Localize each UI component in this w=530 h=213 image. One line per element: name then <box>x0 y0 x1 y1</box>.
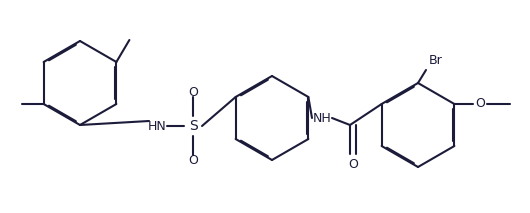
Text: S: S <box>189 119 197 133</box>
Text: HN: HN <box>148 119 166 132</box>
Text: O: O <box>348 158 358 171</box>
Text: Br: Br <box>429 55 443 68</box>
Text: O: O <box>475 98 485 111</box>
Text: O: O <box>188 154 198 167</box>
Text: O: O <box>188 85 198 98</box>
Text: NH: NH <box>313 111 331 125</box>
